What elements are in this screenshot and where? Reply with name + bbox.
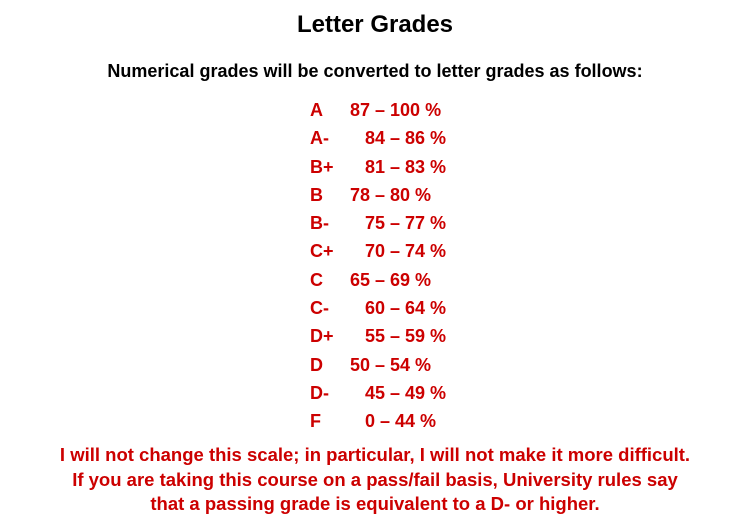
note-line: If you are taking this course on a pass/… — [72, 468, 678, 490]
grade-scale-table: A 87 – 100 % A- 84 – 86 % B+ 81 – 83 % B… — [308, 97, 508, 437]
grade-range: 65 – 69 % — [350, 269, 432, 290]
grade-row: B 78 – 80 % — [308, 182, 508, 210]
grade-letter: F — [310, 411, 321, 432]
grade-letter: C- — [310, 298, 329, 319]
grade-row: B- 75 – 77 % — [308, 210, 508, 238]
page-subtitle: Numerical grades will be converted to le… — [107, 61, 643, 81]
page-title: Letter Grades — [296, 11, 454, 38]
grade-letter: B — [310, 184, 323, 205]
scale-policy-note: I will not change this scale; in particu… — [0, 443, 750, 517]
note-line: I will not change this scale; in particu… — [59, 444, 691, 465]
grade-letter: D+ — [310, 326, 334, 347]
grade-range: 75 – 77 % — [365, 213, 447, 234]
note-line: that a passing grade is equivalent to a … — [150, 493, 600, 514]
grade-row: A 87 – 100 % — [308, 97, 508, 125]
grade-range: 45 – 49 % — [365, 382, 447, 403]
grade-letter: A- — [310, 128, 329, 149]
grade-row: D+ 55 – 59 % — [308, 323, 508, 351]
grade-row: D- 45 – 49 % — [308, 380, 508, 408]
grade-row: C+ 70 – 74 % — [308, 238, 508, 266]
grade-range: 87 – 100 % — [350, 100, 442, 120]
grade-range: 50 – 54 % — [350, 354, 432, 375]
grade-range: 70 – 74 % — [365, 241, 447, 262]
grade-letter: B- — [310, 213, 329, 234]
grade-row: D 50 – 54 % — [308, 352, 508, 380]
grade-letter: A — [310, 100, 323, 120]
grade-range: 78 – 80 % — [350, 184, 432, 205]
grade-row: F 0 – 44 % — [308, 408, 508, 436]
grade-letter: C — [310, 269, 323, 290]
grade-letter: B+ — [310, 156, 334, 177]
grade-letter: D — [310, 354, 323, 375]
grade-row: C- 60 – 64 % — [308, 295, 508, 323]
grade-range: 84 – 86 % — [365, 128, 447, 149]
grade-letter: C+ — [310, 241, 334, 262]
grade-range: 81 – 83 % — [365, 156, 447, 177]
grade-range: 0 – 44 % — [365, 411, 437, 432]
grade-letter: D- — [310, 382, 329, 403]
grade-range: 55 – 59 % — [365, 326, 447, 347]
grade-row: B+ 81 – 83 % — [308, 154, 508, 182]
grade-row: A- 84 – 86 % — [308, 125, 508, 153]
grade-range: 60 – 64 % — [365, 298, 447, 319]
grade-row: C 65 – 69 % — [308, 267, 508, 295]
